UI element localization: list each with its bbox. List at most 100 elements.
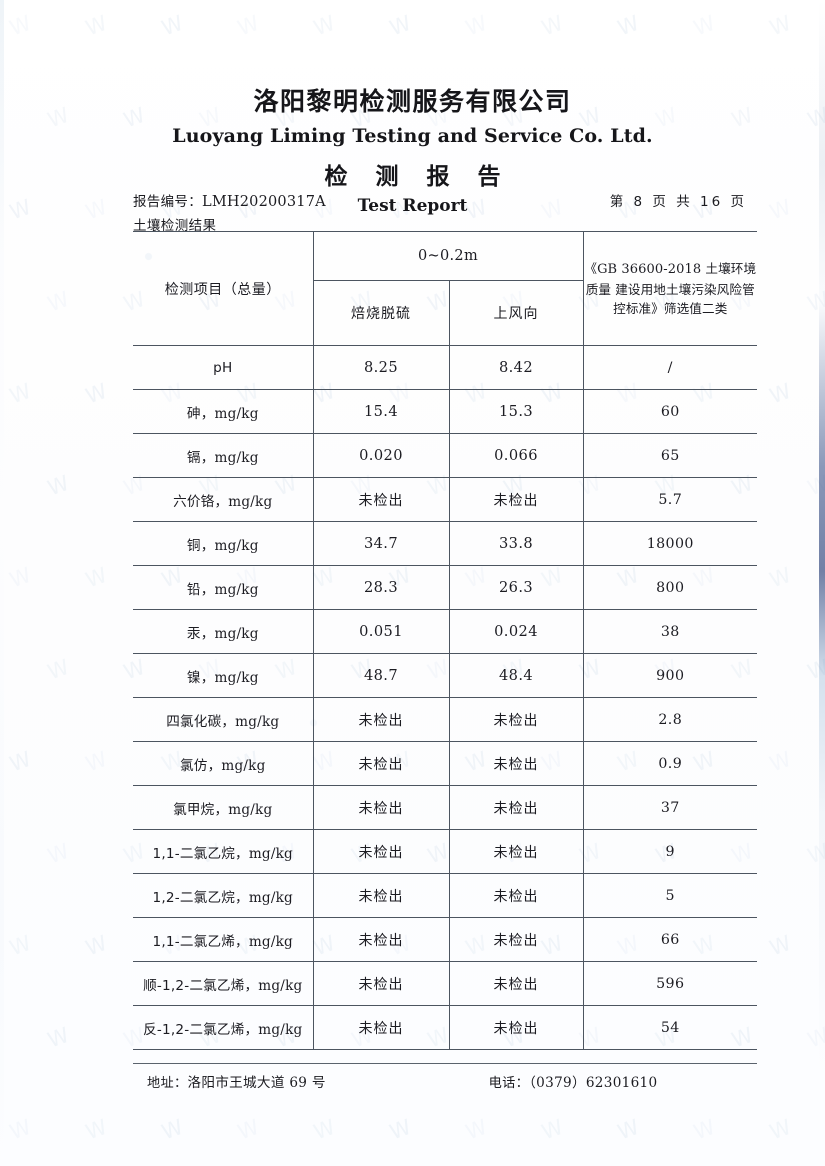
table-row: 镉，mg/kg 0.020 0.066 65 (133, 433, 758, 478)
row-standard-limit: 60 (582, 389, 758, 434)
report-title-cn: 检 测 报 告 (324, 164, 511, 190)
row-item-name: 氯仿，mg/kg (133, 741, 314, 786)
row-item-name: 1,1-二氯乙烷，mg/kg (133, 829, 314, 874)
table-row: 镍，mg/kg 48.7 48.4 900 (133, 653, 758, 698)
row-value-sample-a: 未检出 (312, 873, 450, 918)
row-standard-limit: 2.8 (582, 697, 758, 742)
row-item-name: 顺-1,2-二氯乙烯，mg/kg (133, 961, 314, 1006)
row-item-name: 镉，mg/kg (133, 433, 314, 478)
row-item-name: 汞，mg/kg (133, 609, 314, 654)
row-value-sample-b: 未检出 (448, 477, 584, 522)
row-item-name: 氯甲烷，mg/kg (133, 785, 314, 830)
row-value-sample-a: 未检出 (312, 477, 450, 522)
row-value-sample-b: 未检出 (448, 1005, 584, 1050)
row-value-sample-b: 26.3 (448, 565, 584, 610)
row-value-sample-b: 未检出 (448, 785, 584, 830)
row-item-name: 四氯化碳，mg/kg (133, 697, 314, 742)
row-item-name: 镍，mg/kg (133, 653, 314, 698)
table-row: 汞，mg/kg 0.051 0.024 38 (133, 609, 758, 654)
row-standard-limit: 9 (582, 829, 758, 874)
row-value-sample-a: 未检出 (312, 697, 450, 742)
document-footer: 地址：洛阳市王城大道 69 号 电话：（0379）62301610 (133, 1063, 757, 1091)
page-number: 第 8 页 共 16 页 (609, 194, 747, 210)
row-item-name: 1,1-二氯乙烯，mg/kg (133, 917, 314, 962)
address-value: 洛阳市王城大道 69 号 (187, 1075, 326, 1091)
report-title-en: Test Report (357, 196, 468, 216)
standard-rest: 土壤环境质量 建设用地土壤污染风险管控标准》筛选值二类 (585, 260, 757, 316)
table-row: 铅，mg/kg 28.3 26.3 800 (133, 565, 758, 610)
standard-gb-number: GB 36600-2018 (597, 261, 702, 277)
row-value-sample-a: 48.7 (312, 653, 450, 698)
footer-telephone: 电话：（0379）62301610 (489, 1071, 757, 1091)
table-row: 砷，mg/kg 15.4 15.3 60 (133, 389, 758, 434)
header-standard-column: 《GB 36600-2018 土壤环境质量 建设用地土壤污染风险管控标准》筛选值… (582, 231, 758, 346)
row-item-name: 铅，mg/kg (133, 565, 314, 610)
row-value-sample-b: 0.024 (448, 609, 584, 654)
row-value-sample-b: 未检出 (448, 917, 584, 962)
header-sample-a: 焙烧脱硫 (313, 280, 450, 346)
row-value-sample-b: 0.066 (448, 433, 584, 478)
table-row: 1,2-二氯乙烷，mg/kg 未检出 未检出 5 (133, 873, 758, 918)
report-number-value: LMH20200317A (202, 194, 326, 210)
table-row: 铜，mg/kg 34.7 33.8 18000 (133, 521, 758, 566)
row-standard-limit: 0.9 (582, 741, 758, 786)
row-value-sample-b: 33.8 (448, 521, 584, 566)
footer-address: 地址：洛阳市王城大道 69 号 (133, 1071, 489, 1091)
row-value-sample-b: 未检出 (448, 961, 584, 1006)
row-value-sample-a: 未检出 (312, 785, 450, 830)
table-row: 四氯化碳，mg/kg 未检出 未检出 2.8 (133, 697, 758, 742)
row-value-sample-b: 未检出 (448, 697, 584, 742)
row-value-sample-a: 未检出 (312, 741, 450, 786)
table-row: 反-1,2-二氯乙烯，mg/kg 未检出 未检出 54 (133, 1005, 758, 1050)
row-value-sample-a: 28.3 (312, 565, 450, 610)
row-item-name: 1,2-二氯乙烷，mg/kg (133, 873, 314, 918)
table-row: 1,1-二氯乙烷，mg/kg 未检出 未检出 9 (133, 829, 758, 874)
document-header: 洛阳黎明检测服务有限公司 Luoyang Liming Testing and … (0, 82, 825, 216)
row-standard-limit: 5 (582, 873, 758, 918)
row-value-sample-b: 15.3 (448, 389, 584, 434)
row-value-sample-a: 34.7 (312, 521, 450, 566)
table-row: 六价铬，mg/kg 未检出 未检出 5.7 (133, 477, 758, 522)
row-item-name: pH (133, 345, 314, 390)
standard-prefix: 《 (584, 260, 598, 276)
row-value-sample-a: 15.4 (312, 389, 450, 434)
soil-results-table: 检测项目（总量） 0~0.2m 《GB 36600-2018 土壤环境质量 建设… (133, 231, 758, 1050)
section-title: 土壤检测结果 (133, 218, 217, 234)
row-value-sample-a: 未检出 (312, 917, 450, 962)
row-value-sample-b: 未检出 (448, 873, 584, 918)
row-item-name: 六价铬，mg/kg (133, 477, 314, 522)
row-value-sample-a: 未检出 (312, 961, 450, 1006)
row-value-sample-a: 未检出 (312, 1005, 450, 1050)
row-standard-limit: 800 (582, 565, 758, 610)
table-header: 检测项目（总量） 0~0.2m 《GB 36600-2018 土壤环境质量 建设… (133, 231, 758, 346)
row-standard-limit: 54 (582, 1005, 758, 1050)
address-label: 地址： (147, 1076, 188, 1091)
row-standard-limit: 18000 (582, 521, 758, 566)
row-value-sample-b: 8.42 (448, 345, 584, 390)
table-row: 1,1-二氯乙烯，mg/kg 未检出 未检出 66 (133, 917, 758, 962)
table-row: 顺-1,2-二氯乙烯，mg/kg 未检出 未检出 596 (133, 961, 758, 1006)
row-standard-limit: 37 (582, 785, 758, 830)
row-value-sample-b: 48.4 (448, 653, 584, 698)
results-table-wrapper: 检测项目（总量） 0~0.2m 《GB 36600-2018 土壤环境质量 建设… (133, 231, 758, 1050)
table-row: 氯甲烷，mg/kg 未检出 未检出 37 (133, 785, 758, 830)
company-name-en: Luoyang Liming Testing and Service Co. L… (172, 125, 653, 147)
header-sample-b: 上风向 (448, 280, 584, 346)
row-standard-limit: 5.7 (582, 477, 758, 522)
report-meta: 报告编号：LMH20200317A 第 8 页 共 16 页 土壤检测结果 (133, 190, 757, 234)
report-number-label: 报告编号： (133, 194, 202, 210)
row-value-sample-a: 0.020 (312, 433, 450, 478)
report-number: 报告编号：LMH20200317A (133, 190, 326, 210)
row-item-name: 铜，mg/kg (133, 521, 314, 566)
row-standard-limit: 596 (582, 961, 758, 1006)
header-item-column: 检测项目（总量） (133, 231, 314, 346)
header-depth-span: 0~0.2m (312, 231, 584, 281)
row-standard-limit: 66 (582, 917, 758, 962)
row-standard-limit: 65 (582, 433, 758, 478)
row-item-name: 砷，mg/kg (133, 389, 314, 434)
table-row: pH 8.25 8.42/ (133, 345, 758, 390)
row-value-sample-b: 未检出 (448, 829, 584, 874)
table-row: 氯仿，mg/kg 未检出 未检出 0.9 (133, 741, 758, 786)
row-standard-limit: / (582, 345, 758, 390)
